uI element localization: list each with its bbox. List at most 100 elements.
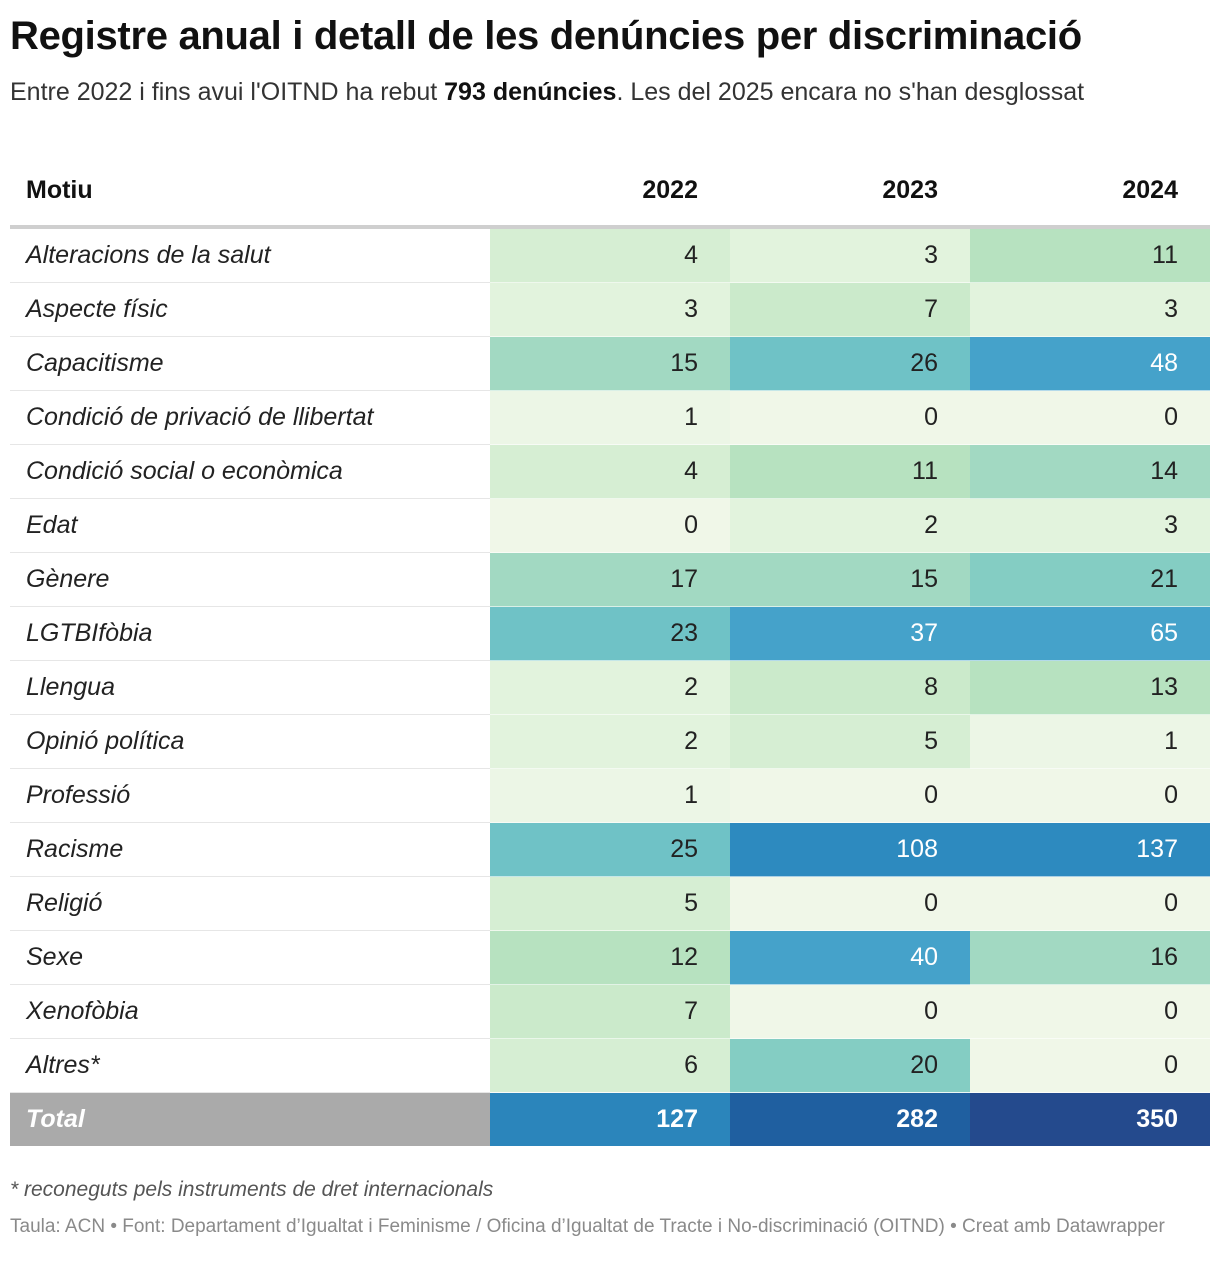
- table-row: Racisme 25 108 137: [10, 822, 1210, 877]
- table-row: Aspecte físic 3 7 3: [10, 282, 1210, 337]
- data-cell-2024: 21: [970, 552, 1210, 607]
- data-cell-2024: 3: [970, 498, 1210, 553]
- column-header-2022[interactable]: 2022: [642, 175, 698, 204]
- data-cell-2023: 11: [730, 444, 970, 499]
- data-cell-2024: 48: [970, 336, 1210, 391]
- data-cell-2024: 0: [970, 1038, 1210, 1093]
- data-cell-2022: 15: [490, 336, 730, 391]
- data-cell-2023: 0: [730, 768, 970, 823]
- subtitle-text: Entre 2022 i fins avui l'OITND ha rebut: [10, 78, 445, 106]
- total-label: Total: [10, 1092, 490, 1146]
- data-cell-2023: 7: [730, 282, 970, 337]
- data-cell-2022: 2: [490, 714, 730, 769]
- total-cell-2022: 127: [490, 1092, 730, 1146]
- table-row: Alteracions de la salut 4 3 11: [10, 227, 1210, 283]
- data-cell-2023: 26: [730, 336, 970, 391]
- chart-container: Registre anual i detall de les denúncies…: [10, 14, 1210, 1146]
- row-label: Religió: [10, 876, 490, 931]
- data-cell-2024: 65: [970, 606, 1210, 661]
- table-row: Gènere 17 15 21: [10, 552, 1210, 607]
- total-row: Total 127 282 350: [10, 1092, 1210, 1146]
- header-row: Motiu 2022 2023 2024: [10, 155, 1210, 227]
- table-row: Professió 1 0 0: [10, 768, 1210, 823]
- table-row: Condició social o econòmica 4 11 14: [10, 444, 1210, 499]
- table-row: Edat 0 2 3: [10, 498, 1210, 553]
- chart-subtitle: Entre 2022 i fins avui l'OITND ha rebut …: [10, 76, 1210, 108]
- data-cell-2024: 0: [970, 876, 1210, 931]
- table-row: Capacitisme 15 26 48: [10, 336, 1210, 391]
- table-body: Alteracions de la salut 4 3 11 Aspecte físic…: [10, 227, 1210, 1093]
- data-cell-2024: 0: [970, 768, 1210, 823]
- row-label: Llengua: [10, 660, 490, 715]
- data-cell-2022: 5: [490, 876, 730, 931]
- data-cell-2024: 14: [970, 444, 1210, 499]
- data-cell-2022: 4: [490, 227, 730, 283]
- data-cell-2022: 2: [490, 660, 730, 715]
- table-row: Altres* 6 20 0: [10, 1038, 1210, 1093]
- footnote: * reconeguts pels instruments de dret in…: [10, 1178, 494, 1201]
- data-cell-2023: 20: [730, 1038, 970, 1093]
- row-label: Condició social o econòmica: [10, 444, 490, 499]
- column-header-motiu[interactable]: Motiu: [26, 175, 93, 204]
- data-cell-2022: 1: [490, 768, 730, 823]
- table-row: Condició de privació de llibertat 1 0 0: [10, 390, 1210, 445]
- column-header-2023[interactable]: 2023: [882, 175, 938, 204]
- row-label: Racisme: [10, 822, 490, 877]
- data-cell-2022: 1: [490, 390, 730, 445]
- row-label: Xenofòbia: [10, 984, 490, 1039]
- data-cell-2023: 15: [730, 552, 970, 607]
- data-cell-2023: 0: [730, 390, 970, 445]
- data-cell-2022: 4: [490, 444, 730, 499]
- data-cell-2022: 3: [490, 282, 730, 337]
- data-cell-2024: 11: [970, 227, 1210, 283]
- data-cell-2023: 0: [730, 984, 970, 1039]
- data-cell-2024: 1: [970, 714, 1210, 769]
- total-cell-2023: 282: [730, 1092, 970, 1146]
- data-cell-2023: 37: [730, 606, 970, 661]
- data-cell-2023: 5: [730, 714, 970, 769]
- data-cell-2023: 108: [730, 822, 970, 877]
- data-cell-2023: 0: [730, 876, 970, 931]
- row-label: Aspecte físic: [10, 282, 490, 337]
- column-header-2024[interactable]: 2024: [1122, 175, 1178, 204]
- data-cell-2023: 8: [730, 660, 970, 715]
- table-row: Sexe 12 40 16: [10, 930, 1210, 985]
- row-label: Professió: [10, 768, 490, 823]
- data-cell-2022: 25: [490, 822, 730, 877]
- data-cell-2022: 12: [490, 930, 730, 985]
- data-cell-2024: 0: [970, 984, 1210, 1039]
- data-cell-2024: 137: [970, 822, 1210, 877]
- row-label: Edat: [10, 498, 490, 553]
- row-label: Alteracions de la salut: [10, 227, 490, 283]
- row-label: LGTBIfòbia: [10, 606, 490, 661]
- row-label: Capacitisme: [10, 336, 490, 391]
- subtitle-text-end: . Les del 2025 encara no s'han desglossa…: [616, 78, 1085, 106]
- total-cell-2024: 350: [970, 1092, 1210, 1146]
- subtitle-highlight: 793 denúncies: [444, 78, 617, 106]
- data-cell-2023: 2: [730, 498, 970, 553]
- chart-title: Registre anual i detall de les denúncies…: [10, 14, 1082, 58]
- row-label: Altres*: [10, 1038, 490, 1093]
- data-cell-2022: 6: [490, 1038, 730, 1093]
- data-cell-2024: 3: [970, 282, 1210, 337]
- table-row: Xenofòbia 7 0 0: [10, 984, 1210, 1039]
- table-row: Llengua 2 8 13: [10, 660, 1210, 715]
- source-credit: Taula: ACN • Font: Departament d’Igualta…: [10, 1216, 1165, 1237]
- data-cell-2022: 23: [490, 606, 730, 661]
- row-label: Gènere: [10, 552, 490, 607]
- data-cell-2024: 0: [970, 390, 1210, 445]
- table-row: LGTBIfòbia 23 37 65: [10, 606, 1210, 661]
- data-cell-2023: 3: [730, 227, 970, 283]
- data-cell-2022: 7: [490, 984, 730, 1039]
- row-label: Opinió política: [10, 714, 490, 769]
- data-cell-2022: 17: [490, 552, 730, 607]
- row-label: Sexe: [10, 930, 490, 985]
- data-cell-2023: 40: [730, 930, 970, 985]
- data-cell-2022: 0: [490, 498, 730, 553]
- data-cell-2024: 16: [970, 930, 1210, 985]
- table-row: Religió 5 0 0: [10, 876, 1210, 931]
- data-cell-2024: 13: [970, 660, 1210, 715]
- row-label: Condició de privació de llibertat: [10, 390, 490, 445]
- table-row: Opinió política 2 5 1: [10, 714, 1210, 769]
- data-table: Motiu 2022 2023 2024 Alteracions de la s…: [10, 155, 1210, 1146]
